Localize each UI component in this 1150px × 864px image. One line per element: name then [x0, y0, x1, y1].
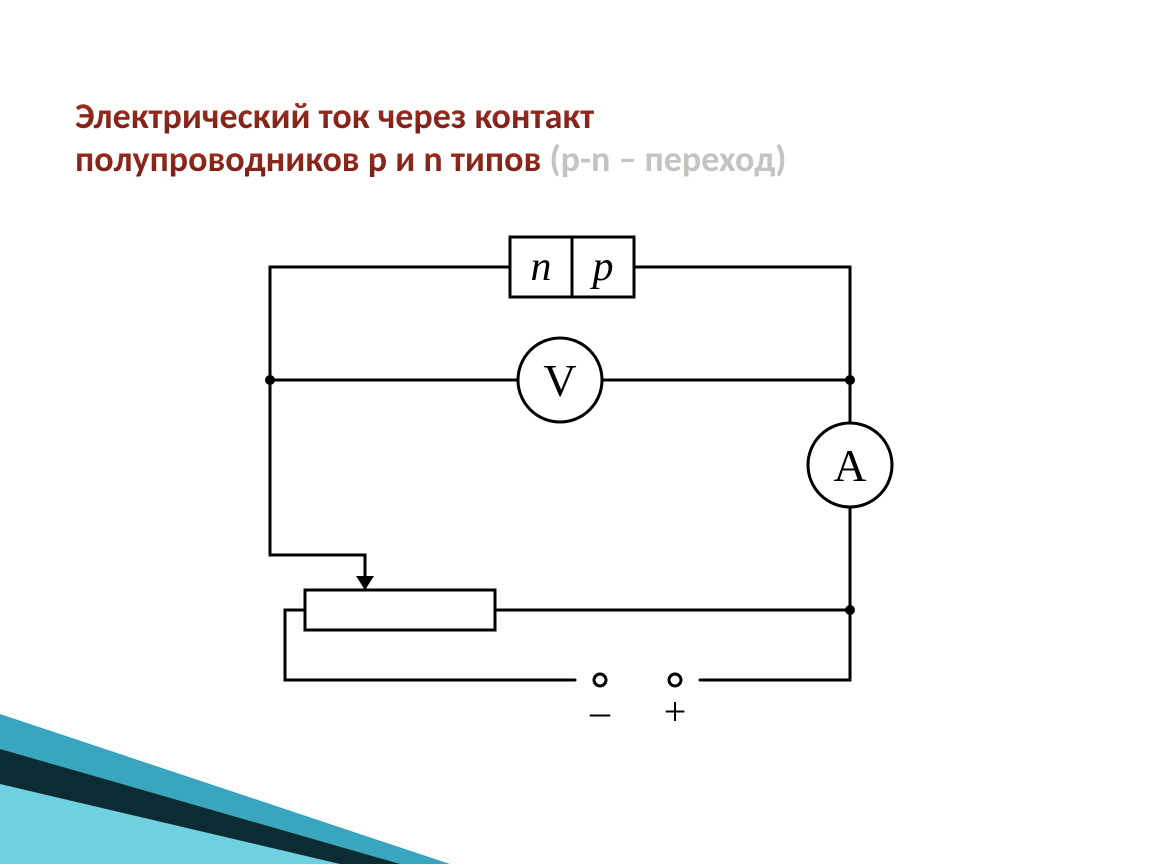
- ammeter-label: A: [833, 440, 866, 491]
- ammeter: A: [808, 423, 892, 507]
- battery-terminals: –+: [589, 674, 686, 734]
- circuit-diagram: np V A –+: [150, 215, 970, 745]
- title-line-2a: полупроводников p и n типов: [75, 137, 549, 181]
- voltmeter-label: V: [543, 355, 576, 406]
- decor-wedge: [0, 704, 450, 864]
- slide-title: Электрический ток через контакт полупров…: [75, 95, 1075, 181]
- np-label-n: n: [531, 244, 552, 290]
- voltmeter: V: [518, 338, 602, 422]
- battery-neg-label: –: [589, 689, 611, 734]
- title-line-2b: (p-n – переход): [549, 137, 786, 181]
- np-junction-box: np: [510, 237, 634, 297]
- rheostat: [285, 590, 495, 630]
- np-label-p: p: [590, 244, 614, 290]
- battery-pos-label: +: [664, 689, 687, 734]
- title-line-1: Электрический ток через контакт: [75, 94, 594, 138]
- circuit-svg: np V A –+: [150, 215, 970, 745]
